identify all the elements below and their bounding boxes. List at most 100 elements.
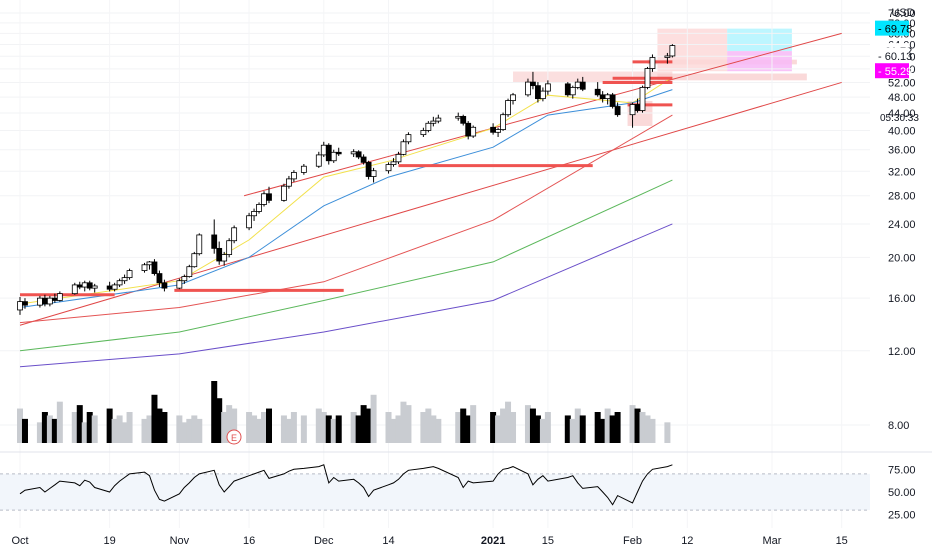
resistance-zone: [657, 73, 807, 81]
volume-bar: [325, 415, 332, 443]
volume-bar: [350, 412, 357, 443]
volume-bar: [56, 401, 63, 443]
candle-body: [609, 94, 616, 107]
volume-bar: [599, 418, 606, 443]
candle-body: [191, 253, 198, 268]
volume-bar: [17, 408, 23, 443]
volume-bar: [156, 408, 163, 443]
volume-bar: [211, 381, 218, 443]
volume-bar: [191, 415, 198, 443]
moving-average-line: [19, 76, 673, 305]
volume-bar: [594, 412, 601, 443]
candle-body: [181, 276, 188, 282]
volume-bar: [395, 415, 402, 443]
volume-bar: [46, 415, 53, 443]
price-tick-label: 32.00: [888, 166, 916, 178]
rsi-line: [19, 464, 673, 506]
candle-body: [639, 87, 646, 111]
moving-average-line: [19, 114, 673, 324]
volume-bar: [176, 415, 183, 443]
candle-body: [455, 115, 462, 119]
price-tick-label: 8.00: [888, 420, 909, 432]
price-tag-label: - 55.29: [878, 66, 912, 78]
candle-body: [390, 161, 397, 165]
candle-body: [315, 154, 322, 167]
candle-body: [500, 114, 506, 130]
price-tick-label: 36.00: [888, 145, 916, 157]
candle-body: [37, 297, 43, 306]
candle-body: [56, 293, 63, 301]
time-tick-label: Nov: [170, 535, 190, 547]
earnings-marker-label: E: [231, 433, 237, 443]
volume-bar: [400, 401, 407, 443]
candle-body: [335, 151, 342, 155]
candle-body: [435, 117, 442, 122]
earnings-marker[interactable]: E: [226, 429, 242, 445]
candle-body: [281, 185, 287, 201]
candle-body: [634, 104, 641, 111]
volume-bar: [151, 394, 158, 443]
candle-body: [405, 134, 412, 143]
volume-bar: [510, 412, 517, 443]
candle-body: [535, 85, 541, 100]
time-tick-label: 2021: [481, 535, 505, 547]
price-tag: [875, 47, 909, 63]
candle-body: [360, 156, 367, 163]
volume-bar: [534, 415, 541, 443]
candle-body: [569, 87, 576, 96]
volume-bar: [231, 408, 238, 443]
time-tick-label: Oct: [11, 535, 28, 547]
candle-body: [510, 94, 516, 101]
candle-body: [330, 151, 337, 162]
candle-body: [525, 81, 531, 96]
moving-average-line: [19, 179, 673, 352]
rsi-band: [0, 473, 870, 511]
time-tick-label: 12: [681, 535, 693, 547]
volume-bar: [116, 415, 123, 443]
candle-body: [564, 83, 571, 96]
candle-body: [644, 68, 651, 88]
price-tick-label: 76.00: [888, 8, 916, 20]
price-tag: [875, 63, 909, 79]
volume-bar: [21, 418, 28, 443]
candle-body: [385, 164, 392, 172]
candle-body: [116, 280, 123, 286]
candle-body: [211, 234, 218, 249]
candle-body: [400, 141, 407, 155]
candle-body: [86, 282, 93, 289]
candle-body: [425, 122, 432, 131]
time-tick-label: Feb: [623, 535, 642, 547]
candle-body: [286, 178, 292, 187]
time-tick-label: Mar: [763, 535, 782, 547]
volume-bar: [121, 422, 128, 443]
volume-bar: [146, 415, 153, 443]
volume-bar: [360, 405, 367, 443]
candle-body: [221, 254, 228, 262]
volume-bar: [36, 422, 43, 443]
volume-bar: [91, 415, 98, 443]
candle-body: [540, 90, 546, 100]
volume-bar: [285, 418, 292, 443]
candle-body: [614, 106, 621, 116]
candle-body: [111, 284, 118, 290]
candle-body: [81, 282, 88, 288]
volume-bar: [664, 422, 671, 443]
rsi-tick-label: 75.00: [888, 464, 916, 476]
candle-body: [251, 211, 257, 217]
candle-body: [495, 129, 501, 133]
price-tag-label: - 69.78: [878, 24, 912, 36]
candle-body: [266, 193, 272, 201]
volume-bar: [141, 418, 148, 443]
volume-bar: [315, 408, 322, 443]
volume-bar: [435, 418, 442, 443]
candle-body: [121, 277, 128, 282]
volume-bar: [470, 405, 477, 443]
volume-bar: [460, 408, 467, 443]
volume-bar: [390, 418, 397, 443]
candle-body: [196, 234, 203, 255]
volume-bar: [161, 412, 168, 443]
volume-bar: [216, 398, 223, 443]
candle-body: [355, 151, 362, 158]
volume-bar: [196, 418, 203, 443]
